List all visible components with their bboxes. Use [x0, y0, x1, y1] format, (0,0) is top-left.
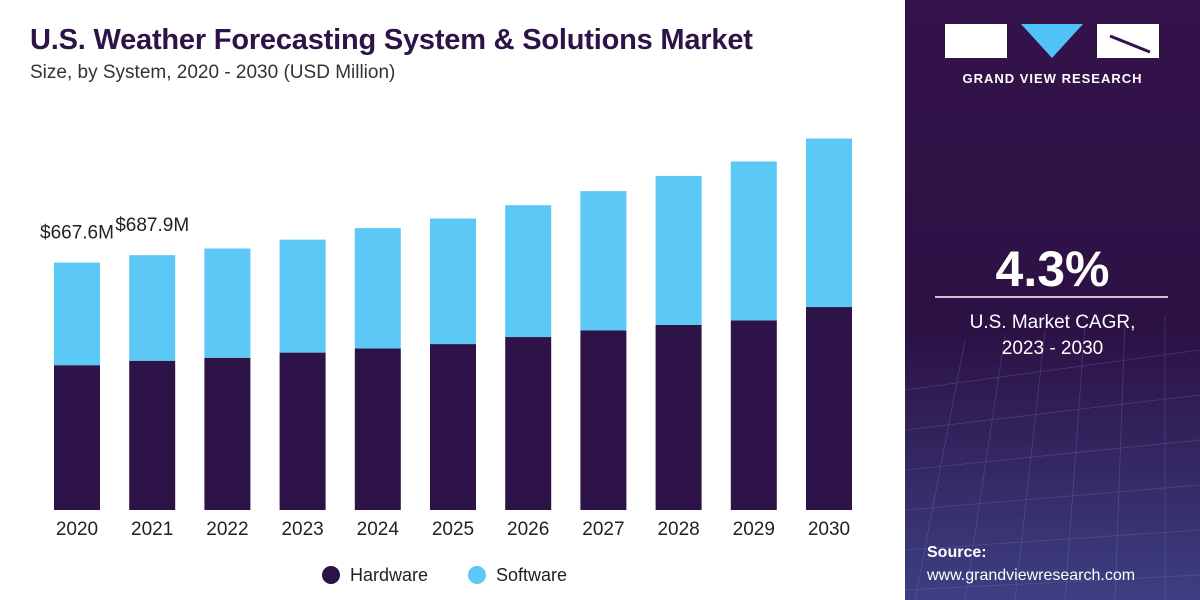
bar-software-2021	[129, 255, 176, 361]
bar-software-2023	[279, 239, 326, 353]
bar-hardware-2025	[430, 344, 476, 510]
bar-software-2024	[354, 228, 401, 349]
x-tick-label: 2026	[507, 519, 549, 540]
bar-software-2020	[54, 262, 100, 366]
legend-swatch-software	[468, 566, 487, 584]
chart-title: U.S. Weather Forecasting System & Soluti…	[30, 24, 753, 56]
legend-swatch-hardware	[322, 566, 340, 584]
chart-legend: Hardware Software	[322, 563, 607, 587]
bar-hardware-2021	[129, 360, 176, 510]
cagr-label-line1: U.S. Market CAGR,	[969, 312, 1136, 333]
x-tick-label: 2020	[56, 519, 98, 540]
info-sidebar: GRAND VIEW RESEARCH 4.3% U.S. Market CAG…	[905, 0, 1200, 600]
bar-software-2026	[505, 205, 552, 338]
data-label-2021: $687.9M	[115, 215, 189, 236]
x-tick-label: 2028	[657, 519, 699, 540]
source-url[interactable]: www.grandviewresearch.com	[927, 567, 1136, 584]
cagr-value: 4.3%	[995, 241, 1110, 297]
legend-item-software: Software	[468, 565, 567, 586]
bar-hardware-2027	[580, 330, 627, 510]
x-tick-label: 2029	[733, 519, 775, 540]
legend-label-hardware: Hardware	[350, 564, 429, 585]
x-tick-label: 2024	[357, 519, 400, 540]
bar-software-2022	[204, 248, 251, 358]
bar-hardware-2029	[730, 320, 777, 510]
x-tick-label: 2030	[808, 519, 850, 540]
grid-background	[905, 315, 1200, 600]
chart-subtitle: Size, by System, 2020 - 2030 (USD Millio…	[30, 62, 396, 83]
bar-software-2028	[655, 175, 702, 325]
bar-hardware-2023	[279, 352, 326, 510]
bar-chart: 2020 $667.6M 2021 $687.9M 2022 2023 2024 2025 20…	[40, 138, 852, 540]
x-tick-label: 2023	[281, 519, 323, 540]
bar-hardware-2022	[204, 357, 251, 510]
bar-software-2025	[430, 218, 476, 345]
bar-hardware-2026	[505, 337, 552, 510]
x-tick-label: 2025	[432, 519, 474, 540]
bar-hardware-2024	[354, 348, 401, 510]
cagr-divider	[935, 296, 1168, 298]
source-label: Source:	[927, 544, 987, 561]
brand-name: GRAND VIEW RESEARCH	[962, 71, 1143, 86]
cagr-label-line2: 2023 - 2030	[1001, 338, 1104, 359]
x-tick-label: 2027	[582, 519, 624, 540]
bar-software-2027	[580, 191, 627, 331]
bar-software-2029	[730, 161, 777, 321]
chart-panel: U.S. Weather Forecasting System & Soluti…	[30, 24, 852, 587]
data-label-2020: $667.6M	[40, 223, 114, 244]
x-tick-label: 2021	[131, 519, 173, 540]
bar-software-2030	[806, 138, 852, 308]
legend-label-software: Software	[496, 564, 568, 585]
bar-hardware-2020	[54, 365, 100, 510]
x-tick-label: 2022	[206, 519, 248, 540]
grand-view-research-logo	[945, 24, 1159, 58]
legend-item-hardware: Hardware	[322, 565, 428, 586]
bar-hardware-2030	[806, 307, 852, 510]
cagr-label: U.S. Market CAGR, 2023 - 2030	[905, 310, 1200, 362]
bar-hardware-2028	[655, 324, 702, 510]
